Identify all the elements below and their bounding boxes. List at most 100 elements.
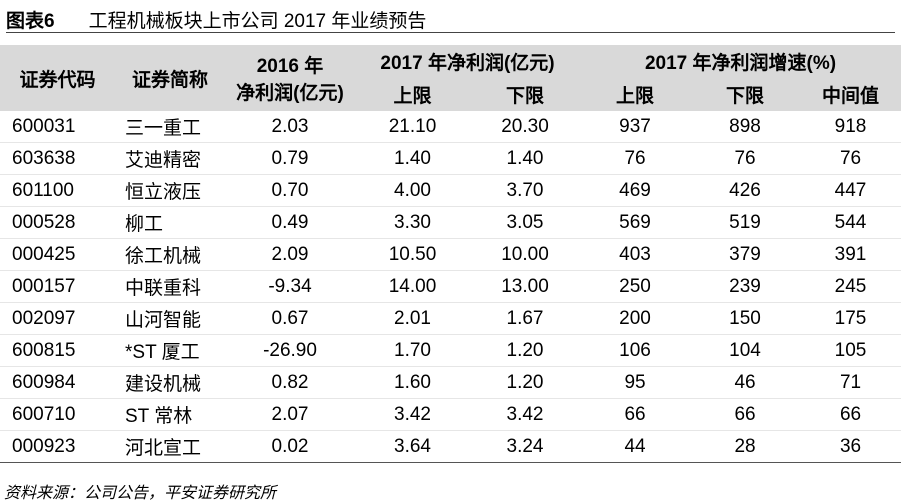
table-cell: 250 [580, 270, 691, 303]
header-cell: 证券代码 [0, 45, 115, 111]
table-cell: 10.50 [355, 238, 470, 271]
table-cell: 0.67 [225, 302, 355, 335]
table-row: 600984 建设机械 0.82 1.60 1.20 95 46 71 [0, 366, 901, 399]
subheader-cell: 下限 [470, 78, 581, 111]
table-row: 600710 ST 常林 2.07 3.42 3.42 66 66 66 [0, 398, 901, 431]
table-cell: ST 常林 [115, 398, 225, 431]
table-cell: 10.00 [470, 238, 581, 271]
header-cell: 2017 年净利润增速(%) [580, 45, 901, 78]
table-cell: 13.00 [470, 270, 581, 303]
table: 证券代码 证券简称 2016 年净利润(亿元) 2017 年净利润(亿元) 20… [0, 45, 901, 463]
table-cell: 0.82 [225, 366, 355, 399]
table-cell: 71 [800, 366, 901, 399]
table-cell: 徐工机械 [115, 238, 225, 271]
table-body: 600031 三一重工 2.03 21.10 20.30 937 898 918 603638 艾… [0, 111, 901, 463]
table-cell: 391 [800, 238, 901, 271]
table-cell: 28 [690, 430, 801, 463]
table-cell: 569 [580, 206, 691, 239]
table-cell: 建设机械 [115, 366, 225, 399]
table-row: 000425 徐工机械 2.09 10.50 10.00 403 379 391 [0, 238, 901, 271]
table-cell: 山河智能 [115, 302, 225, 335]
table-cell: 1.67 [470, 302, 581, 335]
table-cell: 三一重工 [115, 111, 225, 143]
table-cell: 2.07 [225, 398, 355, 431]
table-cell: 柳工 [115, 206, 225, 239]
table-cell: 3.24 [470, 430, 581, 463]
table-cell: 603638 [0, 142, 115, 175]
table-cell: 3.42 [470, 398, 581, 431]
table-cell: 379 [690, 238, 801, 271]
table-cell: 3.30 [355, 206, 470, 239]
table-row: 000528 柳工 0.49 3.30 3.05 569 519 544 [0, 206, 901, 239]
table-cell: 1.60 [355, 366, 470, 399]
source-note: 资料来源：公司公告，平安证券研究所 [4, 485, 277, 502]
table-cell: 000157 [0, 270, 115, 303]
table-row: 601100 恒立液压 0.70 4.00 3.70 469 426 447 [0, 174, 901, 207]
table-cell: 245 [800, 270, 901, 303]
table-cell: 20.30 [470, 111, 581, 143]
table-cell: 76 [580, 142, 691, 175]
table-cell: 937 [580, 111, 691, 143]
table-cell: 76 [690, 142, 801, 175]
header-row: 证券代码 证券简称 2016 年净利润(亿元) 2017 年净利润(亿元) 20… [0, 45, 901, 111]
table-cell: 239 [690, 270, 801, 303]
table-cell: 2.09 [225, 238, 355, 271]
table-cell: 544 [800, 206, 901, 239]
table-row: 600815 *ST 厦工 -26.90 1.70 1.20 106 104 105 [0, 334, 901, 367]
table-cell: 000528 [0, 206, 115, 239]
table-cell: 469 [580, 174, 691, 207]
table-row: 000923 河北宣工 0.02 3.64 3.24 44 28 36 [0, 430, 901, 463]
table-cell: 403 [580, 238, 691, 271]
table-cell: 150 [690, 302, 801, 335]
table-cell: 0.70 [225, 174, 355, 207]
table-cell: 1.20 [470, 366, 581, 399]
table-cell: 002097 [0, 302, 115, 335]
table-cell: 105 [800, 334, 901, 367]
table-cell: 898 [690, 111, 801, 143]
subheader-cell: 中间值 [800, 78, 901, 111]
table-cell: 106 [580, 334, 691, 367]
table-cell: 000425 [0, 238, 115, 271]
table-cell: 2.03 [225, 111, 355, 143]
title-bar: 图表6 工程机械板块上市公司 2017 年业绩预告 [6, 6, 895, 33]
figure-title: 工程机械板块上市公司 2017 年业绩预告 [88, 11, 427, 32]
header-cell: 2017 年净利润(亿元) [355, 45, 581, 78]
table-cell: 600031 [0, 111, 115, 143]
table-cell: 44 [580, 430, 691, 463]
table-cell: 14.00 [355, 270, 470, 303]
table-cell: 600710 [0, 398, 115, 431]
table-row: 603638 艾迪精密 0.79 1.40 1.40 76 76 76 [0, 142, 901, 175]
table-cell: 76 [800, 142, 901, 175]
header-row: 上限 下限 上限 下限 中间值 [0, 78, 901, 111]
table-cell: 426 [690, 174, 801, 207]
subheader-cell: 上限 [355, 78, 470, 111]
table-cell: 河北宣工 [115, 430, 225, 463]
table-cell: 66 [580, 398, 691, 431]
table-cell: 66 [800, 398, 901, 431]
table-cell: 104 [690, 334, 801, 367]
header-cell: 2016 年净利润(亿元) [225, 45, 355, 111]
table-row: 600031 三一重工 2.03 21.10 20.30 937 898 918 [0, 111, 901, 143]
table-cell: 3.05 [470, 206, 581, 239]
subheader-cell: 上限 [580, 78, 691, 111]
table-cell: 000923 [0, 430, 115, 463]
table-cell: 艾迪精密 [115, 142, 225, 175]
header-line: 2016 年 [256, 56, 324, 77]
header-cell: 证券简称 [115, 45, 225, 111]
table-head: 证券代码 证券简称 2016 年净利润(亿元) 2017 年净利润(亿元) 20… [0, 45, 901, 111]
table-row: 000157 中联重科 -9.34 14.00 13.00 250 239 245 [0, 270, 901, 303]
table-cell: 0.02 [225, 430, 355, 463]
table-cell: 1.70 [355, 334, 470, 367]
table-cell: -26.90 [225, 334, 355, 367]
table-cell: 447 [800, 174, 901, 207]
table-cell: 918 [800, 111, 901, 143]
figure-label: 图表6 [6, 11, 55, 32]
table-row: 002097 山河智能 0.67 2.01 1.67 200 150 175 [0, 302, 901, 335]
table-cell: 66 [690, 398, 801, 431]
table-cell: 601100 [0, 174, 115, 207]
table-cell: 46 [690, 366, 801, 399]
table-cell: 3.42 [355, 398, 470, 431]
table-cell: 519 [690, 206, 801, 239]
table-cell: -9.34 [225, 270, 355, 303]
